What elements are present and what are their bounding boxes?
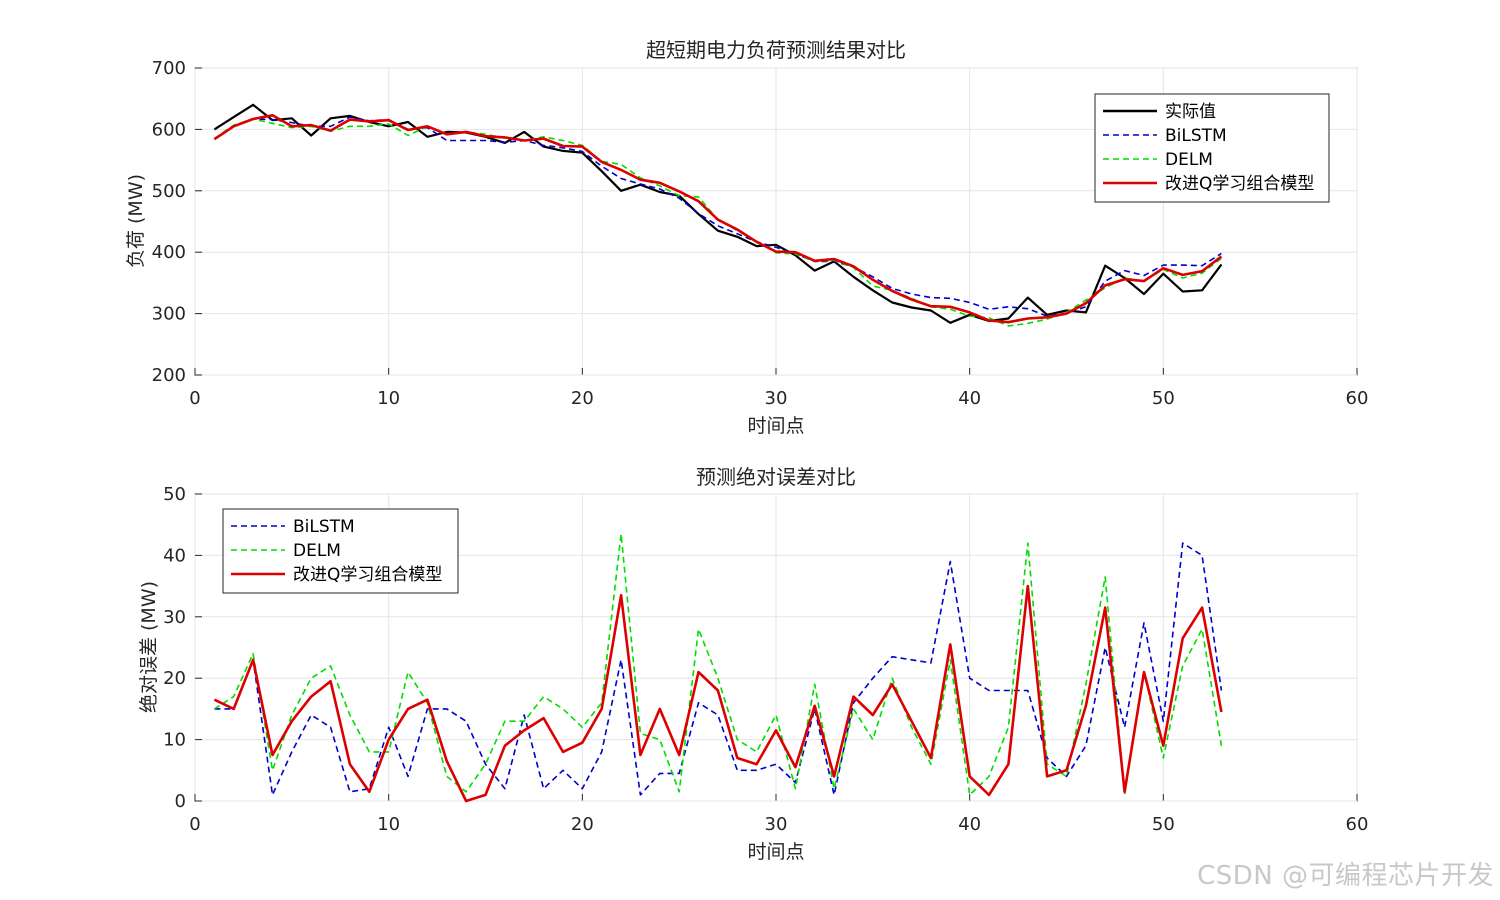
top-x-tick-label: 10	[377, 388, 400, 409]
top-x-tick-label: 40	[958, 388, 981, 409]
top-x-tick-label: 50	[1152, 388, 1175, 409]
bot-y-tick-label: 0	[175, 791, 186, 812]
top-x-tick-label: 60	[1346, 388, 1369, 409]
bottom-x-axis-label: 时间点	[747, 841, 804, 863]
bot-legend-label-0: BiLSTM	[293, 517, 355, 537]
bot-x-tick-label: 0	[189, 814, 200, 835]
bottom-y-axis-label: 绝对误差 (MW)	[138, 581, 160, 713]
bot-x-tick-label: 30	[765, 814, 788, 835]
bottom-chart: 0 10 20 30 40 50 60 0 10 20 30 40 50 预测绝对误差对比 时间点 绝对…	[138, 465, 1368, 863]
bot-y-tick-label: 10	[163, 730, 186, 751]
top-x-tick-label: 0	[189, 388, 200, 409]
top-y-tick-label: 700	[152, 58, 186, 79]
top-y-tick-label: 600	[152, 119, 186, 140]
bot-series-line-2	[213, 584, 1223, 803]
bot-legend-label-1: DELM	[293, 541, 341, 561]
top-y-tick-label: 500	[152, 181, 186, 202]
bottom-tick-labels: 0 10 20 30 40 50 60 0 10 20 30 40 50	[163, 484, 1368, 835]
top-legend-label-0: 实际值	[1165, 102, 1216, 122]
bot-series-line-0	[214, 542, 1223, 796]
bot-y-tick-label: 50	[163, 484, 186, 505]
bot-legend-box	[222, 508, 459, 594]
top-x-axis-label: 时间点	[747, 415, 804, 437]
bot-x-tick-label: 50	[1152, 814, 1175, 835]
top-chart-title: 超短期电力负荷预测结果对比	[646, 38, 906, 62]
top-chart: 0 10 20 30 40 50 60 200 300 400 500 600 700 超短期电力负荷预…	[125, 38, 1368, 437]
top-x-tick-label: 20	[571, 388, 594, 409]
bot-x-tick-label: 10	[377, 814, 400, 835]
top-legend: 实际值 BiLSTM DELM 改进Q学习组合模型	[1094, 93, 1330, 203]
bot-x-tick-label: 60	[1346, 814, 1369, 835]
top-y-tick-label: 400	[152, 242, 186, 263]
bot-series-line-1	[213, 533, 1223, 796]
top-series-lines	[213, 103, 1223, 327]
top-legend-label-3: 改进Q学习组合模型	[1165, 174, 1314, 194]
bot-x-tick-label: 40	[958, 814, 981, 835]
watermark: CSDN @可编程芯片开发	[1197, 861, 1494, 891]
top-legend-label-2: DELM	[1165, 150, 1213, 170]
top-tick-labels: 0 10 20 30 40 50 60 200 300 400 500 600 700	[152, 58, 1369, 409]
top-y-tick-label: 200	[152, 365, 186, 386]
bot-y-tick-label: 40	[163, 545, 186, 566]
top-x-tick-label: 30	[765, 388, 788, 409]
top-series-line-3	[213, 114, 1223, 324]
top-legend-label-1: BiLSTM	[1165, 126, 1227, 146]
bottom-series-lines	[213, 533, 1223, 803]
bot-legend-label-2: 改进Q学习组合模型	[293, 565, 442, 585]
bot-y-tick-label: 20	[163, 668, 186, 689]
bot-y-tick-label: 30	[163, 607, 186, 628]
bot-x-tick-label: 20	[571, 814, 594, 835]
bottom-chart-title: 预测绝对误差对比	[696, 465, 856, 489]
top-y-tick-label: 300	[152, 304, 186, 325]
top-y-axis-label: 负荷 (MW)	[125, 174, 147, 268]
bottom-legend: BiLSTM DELM 改进Q学习组合模型	[222, 508, 459, 594]
